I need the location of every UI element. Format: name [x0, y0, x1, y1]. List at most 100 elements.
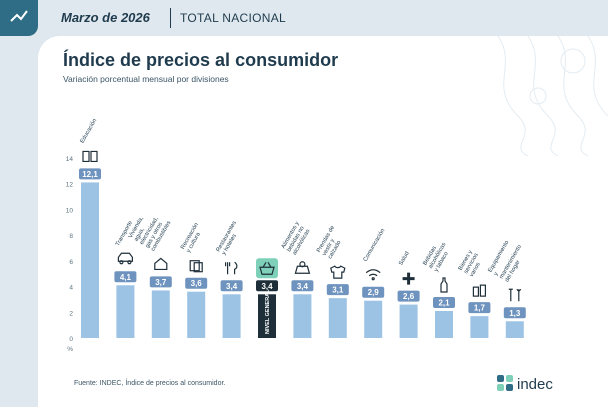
bar: [116, 285, 135, 338]
category-label: Alimentos ybebidas noalcohólicas: [281, 221, 312, 257]
value-label: 3,1: [332, 286, 344, 295]
bar-chart: 02468101214%12,1Educación4,1Transporte3,…: [66, 118, 528, 353]
category-label: Vivienda,agua,electricidad,gas y otrosco…: [128, 207, 173, 252]
brand-tab: [0, 0, 38, 36]
chart-subtitle: Variación porcentual mensual por divisio…: [63, 74, 229, 84]
bar: [328, 298, 347, 338]
icon-highlight-bg: [256, 258, 278, 279]
bar: [505, 321, 524, 338]
category-label: NIVEL GENERAL: [265, 289, 271, 334]
bar-group: 1,7 Bienes yserviciosvarios: [458, 249, 491, 338]
value-label-bg: [362, 286, 385, 298]
decorative-pattern: [497, 36, 608, 156]
bar-group: 2,1 Bebidasalcohólicasy tabaco: [422, 239, 455, 338]
book-icon: [82, 150, 98, 163]
report-date: Marzo de 2026: [61, 10, 150, 25]
bottles-icon: [472, 284, 486, 297]
utensils-icon: [225, 261, 238, 275]
value-label-bg: [79, 168, 101, 180]
value-label-bg: [468, 302, 491, 314]
brand-name: indec: [517, 376, 553, 393]
value-label: 4,1: [120, 273, 132, 282]
category-label: Educación: [80, 118, 99, 144]
bar: [399, 304, 418, 338]
value-label: 2,1: [438, 299, 450, 308]
value-label-bg: [185, 277, 208, 289]
bar-group: 3,4 Restaurantesy hoteles: [216, 220, 244, 338]
value-label-bg: [149, 276, 172, 288]
bottle-icon: [440, 277, 448, 293]
source-note: Fuente: INDEC, Índice de precios al cons…: [74, 380, 226, 387]
value-label-bg: [256, 280, 278, 292]
value-label: 3,4: [261, 282, 273, 291]
bar: [222, 294, 241, 338]
value-label: 3,4: [226, 282, 238, 291]
bar: [364, 300, 383, 338]
y-tick-label: 8: [69, 233, 73, 240]
category-label: Equipamientoymantenimientodel hogar: [487, 238, 528, 284]
indec-logo: indec: [496, 374, 553, 393]
value-label: 3,6: [191, 279, 203, 288]
value-label: 2,6: [403, 292, 415, 301]
category-label: Bienes yserviciosvarios: [458, 249, 486, 278]
value-label: 12,1: [82, 170, 98, 179]
bar-group: 3,1 Prendas devestir ycalzado: [316, 225, 349, 338]
bar: [81, 182, 99, 338]
bar: [293, 294, 312, 338]
bar: [470, 316, 489, 338]
bar-group: 2,6 Salud: [397, 251, 420, 338]
bar-group: 3,6 Recreacióny cultura: [180, 222, 208, 338]
category-label: Salud: [398, 251, 411, 267]
value-label-bg: [397, 290, 420, 302]
basket-icon: [259, 261, 275, 275]
tshirt-icon: [330, 265, 346, 279]
category-label: Bebidasalcohólicasy tabaco: [422, 239, 453, 273]
value-label-bg: [291, 280, 314, 292]
value-label-bg: [114, 271, 137, 283]
bar-group: 12,1 Educación: [79, 118, 101, 338]
indec-mark-icon: [497, 375, 513, 391]
y-tick-label: 4: [69, 285, 73, 292]
bar-group: 2,9 Comunicación: [362, 228, 386, 338]
value-label-bg: [220, 280, 243, 292]
house-icon: [154, 257, 168, 271]
y-tick-label: 2: [69, 310, 73, 317]
bar: [151, 290, 170, 338]
y-tick-label: 0: [69, 336, 73, 343]
car-icon: [117, 252, 133, 265]
value-label-bg: [503, 307, 526, 319]
category-label: Prendas devestir ycalzado: [316, 225, 347, 260]
trend-icon: [10, 10, 28, 22]
wifi-icon: [365, 269, 381, 281]
bar: [187, 291, 206, 338]
bar: [258, 294, 276, 338]
category-label: Restaurantesy hoteles: [216, 220, 244, 256]
report-scope: TOTAL NACIONAL: [180, 11, 287, 25]
bar-group: 3,4 Alimentos ybebidas noalcohólicas: [281, 221, 314, 338]
value-label: 2,9: [368, 288, 380, 297]
y-tick-label: 12: [66, 182, 74, 189]
y-tick-label: 6: [69, 259, 73, 266]
header-divider: [170, 8, 171, 28]
chart-title: Índice de precios al consumidor: [63, 50, 339, 70]
bar: [435, 311, 453, 338]
value-label: 3,4: [297, 282, 309, 291]
value-label: 1,3: [509, 309, 521, 318]
chart-card: Índice de precios al consumidor Variació…: [38, 36, 608, 407]
value-label: 3,7: [155, 278, 167, 287]
cross-icon: [402, 272, 415, 285]
groceries-icon: [294, 261, 311, 274]
tools-icon: [508, 288, 522, 302]
category-label: Recreacióny cultura: [180, 222, 205, 254]
tickets-icon: [189, 260, 203, 273]
y-unit-label: %: [67, 346, 73, 353]
value-label-bg: [433, 297, 455, 308]
y-tick-label: 10: [66, 207, 74, 214]
value-label: 1,7: [474, 304, 486, 313]
bar-group: 1,3 Equipamientoymantenimientodel hogar: [487, 238, 528, 338]
value-label-bg: [326, 284, 349, 296]
header: Marzo de 2026 TOTAL NACIONAL: [0, 0, 608, 36]
category-label: Comunicación: [363, 228, 387, 263]
y-tick-label: 14: [66, 156, 74, 163]
